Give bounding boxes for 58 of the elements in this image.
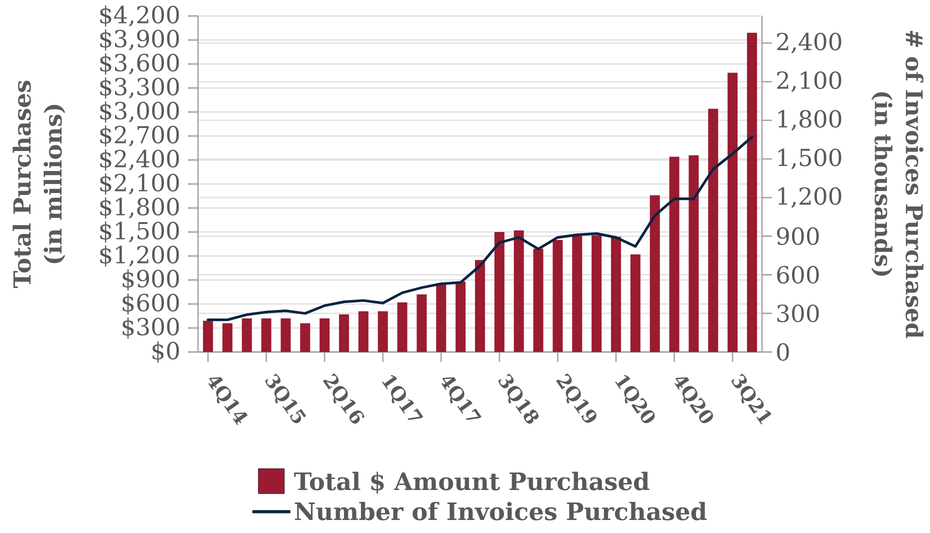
bar xyxy=(708,108,718,352)
y-tick-label: $1,500 xyxy=(100,221,179,243)
y2-tick-label: 1,800 xyxy=(778,110,842,131)
bar xyxy=(203,320,214,352)
legend-label: Total $ Amount Purchased xyxy=(294,472,650,494)
y-tick-label: $2,100 xyxy=(100,173,179,195)
y2-tick-label: 600 xyxy=(777,266,819,284)
bar xyxy=(747,32,757,352)
bar xyxy=(456,282,466,352)
y2-tick-label: 2,100 xyxy=(777,71,842,92)
bar xyxy=(320,318,330,352)
y-tick-label: $2,700 xyxy=(100,125,179,147)
bar xyxy=(552,240,563,352)
y2-tick-label: 1,500 xyxy=(778,148,842,170)
bar xyxy=(280,318,291,352)
y-tick-label: $0 xyxy=(152,341,179,363)
bar xyxy=(669,156,680,352)
bar xyxy=(572,236,582,352)
bar xyxy=(533,248,544,352)
y2-tick-label: 2,400 xyxy=(777,32,842,54)
bar xyxy=(475,260,486,352)
bar xyxy=(397,302,408,352)
bar xyxy=(688,155,699,352)
y-tick-label: $300 xyxy=(122,317,179,339)
y2-tick-label: 0 xyxy=(777,343,789,361)
y2-axis-title: # of Invoices Purchased (in thousands) xyxy=(871,30,924,338)
y-tick-label: $3,000 xyxy=(100,101,179,123)
y-tick-label: $3,300 xyxy=(100,77,179,99)
bar xyxy=(611,236,622,352)
y-tick-label: $4,200 xyxy=(100,5,179,27)
bar xyxy=(592,235,602,352)
y2-tick-label: 1,200 xyxy=(778,187,842,208)
bar xyxy=(416,294,427,352)
bar xyxy=(242,318,252,352)
y-tick-label: $1,200 xyxy=(100,245,179,267)
bar xyxy=(436,283,446,352)
bar xyxy=(494,232,504,352)
bar xyxy=(728,72,738,352)
bar xyxy=(339,314,350,352)
line-series xyxy=(206,136,754,322)
bar xyxy=(261,318,272,352)
bar xyxy=(300,323,310,352)
bar xyxy=(630,254,640,352)
y2-tick-label: 300 xyxy=(777,304,819,322)
bar xyxy=(514,230,524,352)
bar xyxy=(378,311,388,352)
y-tick-label: $2,400 xyxy=(100,149,179,171)
y2-tick-label: 900 xyxy=(777,227,819,246)
bar xyxy=(222,323,232,352)
y-axis-title: Total Purchases (in millions) xyxy=(12,80,66,288)
bar xyxy=(358,311,368,352)
y-tick-label: $900 xyxy=(122,269,179,291)
y-tick-label: $1,800 xyxy=(100,197,179,219)
legend-label: Number of Invoices Purchased xyxy=(294,502,707,520)
y-tick-label: $600 xyxy=(122,293,179,315)
y-tick-label: $3,900 xyxy=(100,29,179,51)
y-tick-label: $3,600 xyxy=(100,53,179,75)
bar xyxy=(650,195,660,352)
